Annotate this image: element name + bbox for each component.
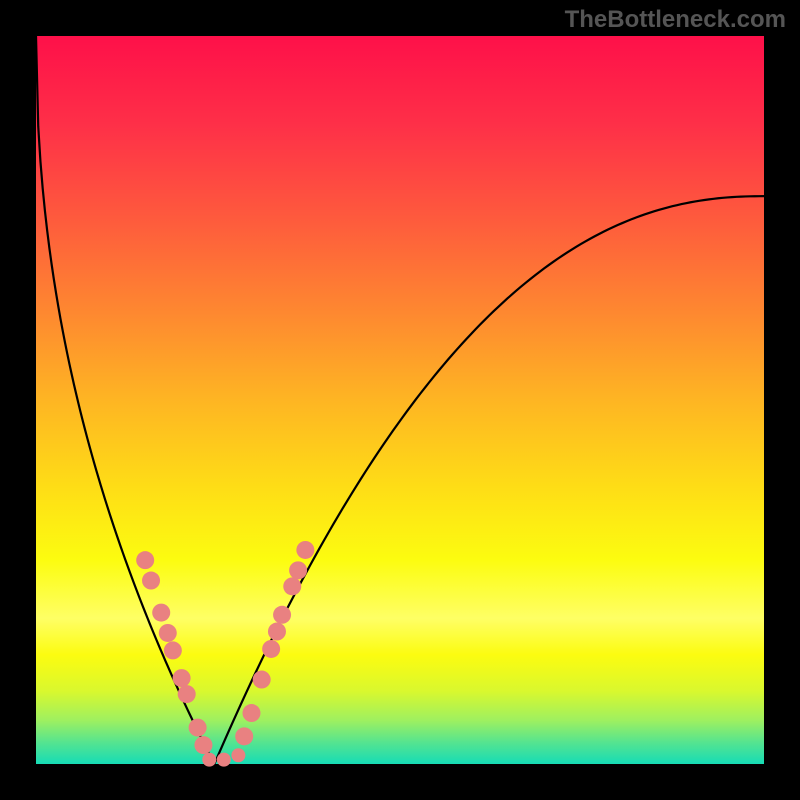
data-marker bbox=[164, 641, 182, 659]
data-marker bbox=[268, 623, 286, 641]
data-marker bbox=[296, 541, 314, 559]
data-marker bbox=[152, 604, 170, 622]
data-marker bbox=[136, 551, 154, 569]
plot-background bbox=[36, 36, 764, 764]
data-marker bbox=[159, 624, 177, 642]
bottleneck-chart: TheBottleneck.com bbox=[0, 0, 800, 800]
data-marker bbox=[289, 561, 307, 579]
data-marker bbox=[262, 640, 280, 658]
data-marker bbox=[189, 719, 207, 737]
data-marker bbox=[142, 572, 160, 590]
data-marker bbox=[235, 727, 253, 745]
data-marker bbox=[242, 704, 260, 722]
data-marker bbox=[253, 671, 271, 689]
chart-svg bbox=[0, 0, 800, 800]
data-marker bbox=[194, 736, 212, 754]
data-marker bbox=[202, 753, 216, 767]
watermark-text: TheBottleneck.com bbox=[565, 6, 786, 34]
data-marker bbox=[178, 685, 196, 703]
data-marker bbox=[231, 748, 245, 762]
data-marker bbox=[173, 669, 191, 687]
data-marker bbox=[217, 753, 231, 767]
data-marker bbox=[283, 577, 301, 595]
data-marker bbox=[273, 606, 291, 624]
